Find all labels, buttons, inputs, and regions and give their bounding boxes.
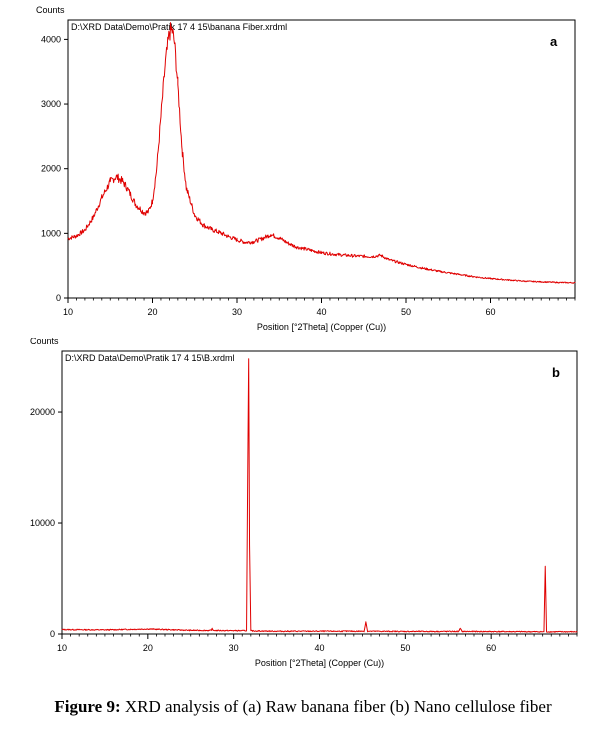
chart-panel-a: 0 1000 2000 3000 4000 10 20 30 40 50 60 Position [°… (0, 0, 606, 345)
y-axis-label: Counts (36, 5, 65, 15)
caption-text: XRD analysis of (a) Raw banana fiber (b)… (120, 697, 552, 716)
y-tick-label: 10000 (30, 518, 55, 528)
x-axis-label: Position [°2Theta] (Copper (Cu)) (257, 322, 386, 332)
figure-caption: Figure 9: XRD analysis of (a) Raw banana… (0, 697, 606, 717)
chart-panel-b: 0 10000 20000 10 20 30 40 50 60 Position [°2Theta… (0, 336, 606, 678)
plot-frame (61, 350, 578, 635)
y-tick-label: 20000 (30, 407, 55, 417)
y-axis-label: Counts (30, 338, 59, 346)
y-tick-label: 1000 (41, 228, 61, 238)
xrd-trace (67, 22, 576, 284)
x-tick-label: 40 (316, 307, 326, 317)
x-tick-label: 50 (401, 307, 411, 317)
panel-label: a (550, 34, 558, 49)
x-tick-label: 60 (485, 307, 495, 317)
x-tick-label: 40 (314, 643, 324, 653)
x-tick-label: 10 (57, 643, 67, 653)
y-tick-label: 4000 (41, 34, 61, 44)
file-path-label: D:\XRD Data\Demo\Pratik 17 4 15\banana F… (71, 22, 287, 32)
x-tick-label: 60 (486, 643, 496, 653)
x-tick-label: 10 (63, 307, 73, 317)
panel-label: b (552, 365, 560, 380)
y-tick-label: 3000 (41, 99, 61, 109)
plot-frame (67, 19, 576, 299)
xrd-chart-a: 0 1000 2000 3000 4000 10 20 30 40 50 60 Position [°… (36, 5, 576, 332)
caption-label: Figure 9: (54, 697, 121, 716)
x-tick-label: 20 (143, 643, 153, 653)
y-tick-label: 2000 (41, 164, 61, 174)
x-tick-label: 50 (400, 643, 410, 653)
file-path-label: D:\XRD Data\Demo\Pratik 17 4 15\B.xrdml (65, 353, 235, 363)
x-axis-label: Position [°2Theta] (Copper (Cu)) (255, 658, 384, 668)
y-tick-label: 0 (50, 629, 55, 639)
y-tick-label: 0 (56, 293, 61, 303)
x-tick-label: 30 (232, 307, 242, 317)
x-tick-label: 20 (147, 307, 157, 317)
x-tick-label: 30 (229, 643, 239, 653)
xrd-trace (61, 358, 578, 633)
xrd-chart-b: 0 10000 20000 10 20 30 40 50 60 Position [°2Theta… (30, 336, 578, 668)
